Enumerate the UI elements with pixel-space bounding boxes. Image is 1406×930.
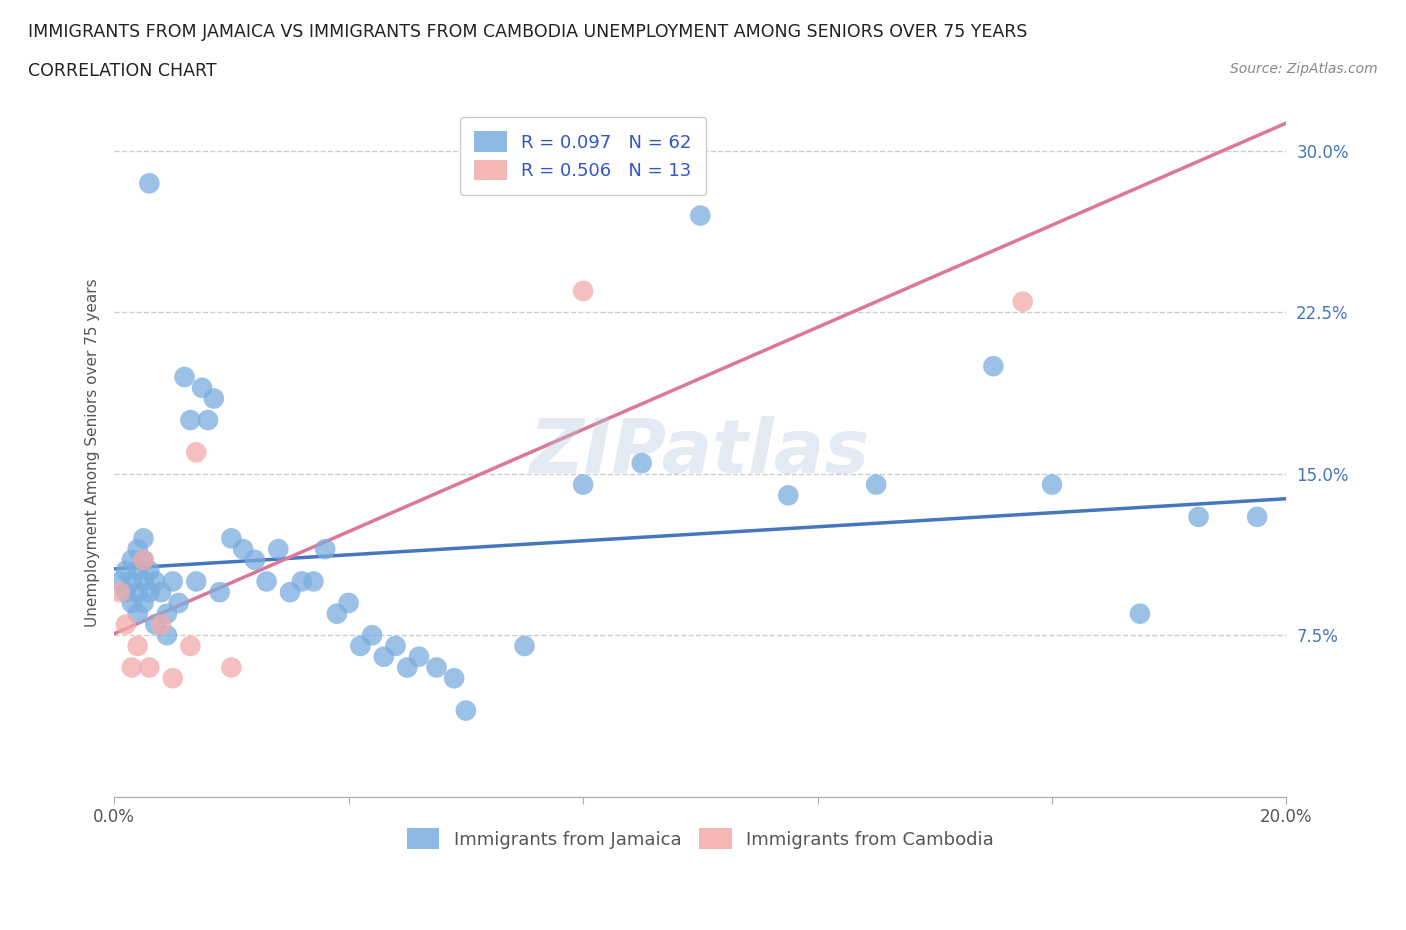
Point [138,585,160,600]
Point [127,606,149,621]
Text: Source: ZipAtlas.com: Source: ZipAtlas.com [1230,62,1378,76]
Point [121,574,143,589]
Point [115,617,138,631]
Point [454,703,477,718]
Point [127,585,149,600]
Point [121,660,143,675]
Point [384,639,406,654]
Point [572,477,595,492]
Point [256,574,278,589]
Point [291,574,314,589]
Point [121,552,143,567]
Point [326,606,349,621]
Point [221,531,243,546]
Point [689,208,711,223]
Point [278,585,301,600]
Point [156,606,179,621]
Point [132,552,155,567]
Point [173,369,195,384]
Point [150,617,173,631]
Point [138,660,160,675]
Text: ZIPatlas: ZIPatlas [530,416,870,489]
Point [396,660,419,675]
Point [127,639,149,654]
Point [143,574,166,589]
Point [630,456,652,471]
Point [115,585,138,600]
Point [162,671,184,685]
Point [1129,606,1152,621]
Point [426,660,449,675]
Point [143,617,166,631]
Point [865,477,887,492]
Point [302,574,325,589]
Point [408,649,430,664]
Point [150,585,173,600]
Point [138,176,160,191]
Point [115,564,138,578]
Point [202,392,225,406]
Legend: Immigrants from Jamaica, Immigrants from Cambodia: Immigrants from Jamaica, Immigrants from… [399,821,1001,857]
Text: IMMIGRANTS FROM JAMAICA VS IMMIGRANTS FROM CAMBODIA UNEMPLOYMENT AMONG SENIORS O: IMMIGRANTS FROM JAMAICA VS IMMIGRANTS FR… [28,23,1028,41]
Text: CORRELATION CHART: CORRELATION CHART [28,62,217,80]
Point [179,413,201,428]
Point [778,488,800,503]
Point [373,649,395,664]
Point [197,413,219,428]
Point [349,639,371,654]
Point [983,359,1005,374]
Point [108,574,131,589]
Point [1187,510,1209,525]
Point [108,585,131,600]
Point [443,671,465,685]
Point [1246,510,1268,525]
Point [132,552,155,567]
Point [186,574,208,589]
Point [138,564,160,578]
Point [167,595,190,610]
Point [267,541,290,556]
Point [1011,294,1033,309]
Point [337,595,360,610]
Point [314,541,336,556]
Point [179,639,201,654]
Point [221,660,243,675]
Point [232,541,254,556]
Point [132,574,155,589]
Point [127,564,149,578]
Point [513,639,536,654]
Point [243,552,266,567]
Point [572,284,595,299]
Point [127,541,149,556]
Point [132,595,155,610]
Point [156,628,179,643]
Point [121,595,143,610]
Point [162,574,184,589]
Point [1040,477,1063,492]
Point [186,445,208,459]
Y-axis label: Unemployment Among Seniors over 75 years: Unemployment Among Seniors over 75 years [86,278,100,627]
Point [191,380,214,395]
Point [132,531,155,546]
Point [208,585,231,600]
Point [361,628,384,643]
